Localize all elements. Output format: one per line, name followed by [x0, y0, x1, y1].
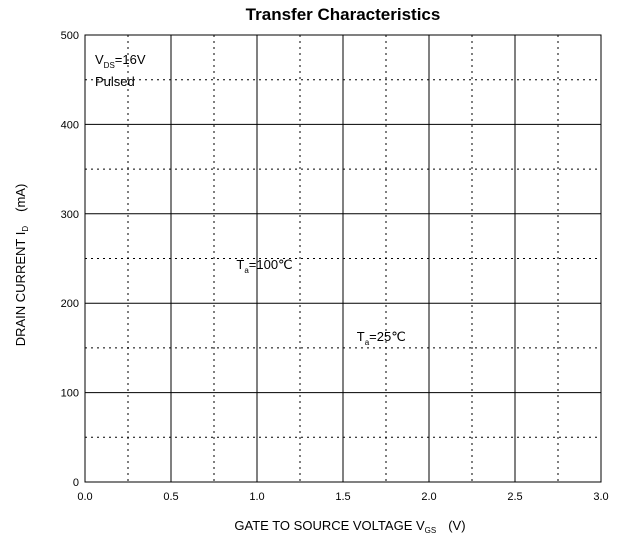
y-axis-label-main: DRAIN CURRENT I [13, 232, 28, 347]
x-tick-label: 2.0 [421, 491, 436, 503]
chart-title: Transfer Characteristics [246, 5, 441, 24]
y-tick-labels: 0 100 200 300 400 500 [61, 30, 79, 489]
condition-sub: DS [104, 61, 115, 70]
condition-rest: =16V [115, 52, 146, 67]
y-tick-label: 100 [61, 388, 79, 400]
condition-main: V [95, 52, 104, 67]
annotation-main: T [357, 329, 365, 344]
annotation-main: T [236, 257, 244, 272]
condition-label: Pulsed [95, 74, 135, 89]
y-tick-label: 500 [61, 30, 79, 42]
y-tick-label: 300 [61, 209, 79, 221]
x-tick-label: 2.5 [507, 491, 522, 503]
condition-main: Pulsed [95, 74, 135, 89]
x-tick-label: 3.0 [593, 491, 608, 503]
condition-label: VDS=16V [95, 52, 146, 70]
x-tick-labels: 0.0 0.5 1.0 1.5 2.0 2.5 3.0 [77, 491, 608, 503]
x-axis-label-sub: GS [425, 526, 437, 535]
x-axis-label: GATE TO SOURCE VOLTAGE VGS (V) [234, 518, 465, 535]
x-tick-label: 0.0 [77, 491, 92, 503]
major-grid [85, 35, 601, 482]
y-axis-label-unit: (mA) [13, 184, 28, 212]
curve-annotation: Ta=25℃ [357, 329, 406, 347]
x-tick-label: 1.5 [335, 491, 350, 503]
annotation-rest: =25℃ [369, 329, 406, 344]
x-axis-label-unit: (V) [448, 518, 465, 533]
annotation-sub: a [244, 266, 249, 275]
x-tick-label: 1.0 [249, 491, 264, 503]
y-tick-label: 400 [61, 119, 79, 131]
curve-annotation: Ta=100℃ [236, 257, 292, 275]
annotation-rest: =100℃ [249, 257, 293, 272]
y-tick-label: 0 [73, 477, 79, 489]
y-tick-label: 200 [61, 298, 79, 310]
x-axis-label-main: GATE TO SOURCE VOLTAGE V [234, 518, 425, 533]
x-tick-label: 0.5 [163, 491, 178, 503]
plot-frame [84, 34, 602, 483]
y-axis-label: DRAIN CURRENT ID (mA) [13, 184, 30, 347]
y-axis-label-sub: D [21, 226, 30, 232]
annotation-sub: a [365, 338, 370, 347]
